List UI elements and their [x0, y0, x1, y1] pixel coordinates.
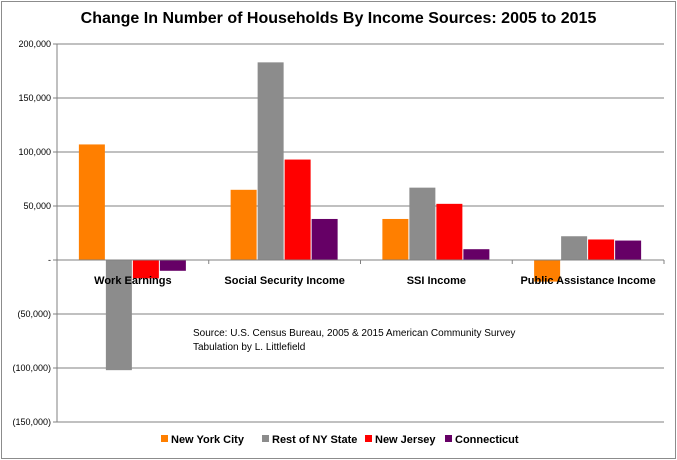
bar — [436, 203, 463, 260]
y-tick-label: (50,000) — [17, 309, 51, 319]
legend-label: New York City — [171, 434, 245, 446]
y-tick-label: 100,000 — [18, 147, 51, 157]
axes — [53, 43, 665, 423]
bar — [534, 260, 561, 282]
bar — [159, 260, 186, 271]
category-label: SSI Income — [407, 275, 466, 287]
bar — [78, 144, 105, 260]
bar — [257, 62, 284, 260]
bar — [132, 260, 159, 279]
legend-label: Connecticut — [455, 434, 519, 446]
legend-swatch — [445, 435, 452, 442]
legend-label: Rest of NY State — [272, 434, 357, 446]
annotation-line: Tabulation by L. Littlefield — [193, 342, 305, 353]
bar — [382, 218, 409, 260]
legend-swatch — [161, 435, 168, 442]
bars — [78, 62, 642, 371]
bar — [284, 159, 311, 260]
gridlines — [57, 43, 664, 423]
bar — [615, 240, 642, 260]
y-tick-label: - — [48, 255, 51, 265]
category-label: Social Security Income — [224, 275, 344, 287]
bar — [311, 218, 338, 260]
category-label: Work Earnings — [94, 275, 171, 287]
labels: 200,000 150,000 100,000 50,000 - (50,000) (100… — [12, 39, 655, 427]
bar — [588, 239, 615, 260]
legend-swatch — [365, 435, 372, 442]
bar — [230, 189, 257, 260]
chart-title: Change In Number of Households By Income… — [80, 10, 597, 27]
legend-swatch — [262, 435, 269, 442]
bar — [463, 249, 490, 260]
y-tick-label: (150,000) — [12, 417, 51, 427]
y-tick-label: 200,000 — [18, 39, 51, 49]
y-tick-label: 150,000 — [18, 93, 51, 103]
category-label: Public Assistance Income — [520, 275, 655, 287]
bar — [561, 236, 588, 260]
source-note: Source: U.S. Census Bureau, 2005 & 2015 … — [193, 328, 515, 353]
bar — [105, 260, 132, 371]
y-tick-label: 50,000 — [23, 201, 51, 211]
legend-label: New Jersey — [375, 434, 436, 446]
annotation-line: Source: U.S. Census Bureau, 2005 & 2015 … — [193, 328, 515, 339]
bar — [409, 187, 436, 260]
legend: New York City Rest of NY State New Jersey C… — [161, 434, 519, 446]
y-tick-label: (100,000) — [12, 363, 51, 373]
